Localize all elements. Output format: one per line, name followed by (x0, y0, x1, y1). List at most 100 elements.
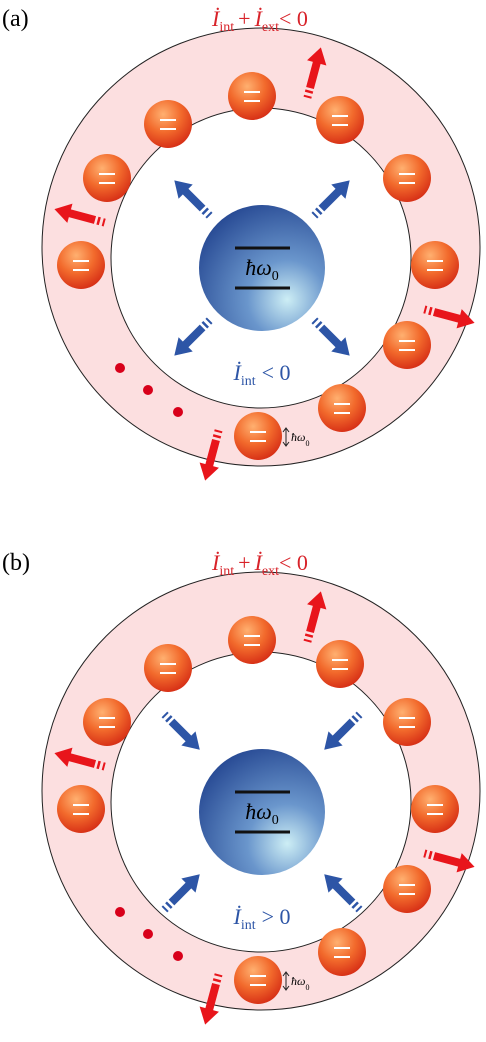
electron (144, 100, 192, 148)
electron-ball (144, 100, 192, 148)
arrow-shaft (168, 718, 193, 743)
central-system (199, 205, 325, 331)
arrow (423, 849, 475, 873)
electron-ball (83, 698, 131, 746)
electron (318, 384, 366, 432)
arrow-head (199, 462, 219, 481)
ring-level: ħω0 (291, 974, 309, 992)
arrow-tail (201, 321, 209, 329)
symbol: İ (254, 550, 264, 575)
center-level: ħω0 (245, 255, 279, 284)
symbol: ħω (245, 255, 272, 280)
symbol: İ (211, 550, 221, 575)
arrow-shaft (168, 881, 193, 906)
electron-ball (234, 956, 282, 1004)
relation: < 0 (279, 550, 308, 575)
arrow-tail (311, 211, 319, 219)
electron (383, 865, 431, 913)
electron-ball (411, 785, 459, 833)
arrow-shaft (66, 208, 97, 224)
arrow-shaft (306, 59, 322, 90)
ellipsis-dot (173, 407, 183, 417)
arrow-tail (351, 901, 359, 909)
arrow-tail (214, 973, 223, 978)
panel-label: (b) (2, 550, 30, 576)
ellipsis-dot (143, 929, 153, 939)
electron (57, 241, 105, 289)
operator: + (238, 6, 250, 31)
ellipsis-dot (173, 951, 183, 961)
arrow-head (174, 337, 193, 356)
ellipsis-dot (143, 385, 153, 395)
ring-level: ħω0 (291, 430, 309, 448)
electron-ball (234, 412, 282, 460)
electron-ball (383, 154, 431, 202)
arrow-head (324, 874, 343, 893)
electron-ball (57, 241, 105, 289)
electron (316, 640, 364, 688)
arrow-head (324, 731, 343, 750)
arrow-tail (304, 633, 314, 638)
subscript: int (219, 20, 234, 35)
arrow-head (181, 731, 200, 750)
symbol: İ (232, 360, 242, 385)
arrow (303, 47, 327, 99)
arrow-shaft (432, 852, 463, 868)
arrow-shaft (181, 324, 206, 349)
arrow-shaft (318, 324, 343, 349)
electron (234, 956, 282, 1004)
electron-ball (383, 698, 431, 746)
subscript: 0 (272, 813, 279, 828)
electron (228, 72, 276, 120)
central-system (199, 749, 325, 875)
arrow-tail (96, 760, 101, 770)
panel-label: (a) (2, 6, 29, 32)
symbol: ħω (245, 799, 272, 824)
arrow-tail (355, 711, 363, 719)
arrow (311, 317, 350, 356)
relation: < 0 (279, 6, 308, 31)
arrow-tail (201, 207, 209, 215)
arrow-shaft (204, 982, 220, 1013)
symbol: İ (254, 6, 264, 31)
arrow-tail (315, 321, 323, 329)
arrow-tail (304, 89, 314, 94)
electron (318, 928, 366, 976)
arrow-head (307, 591, 327, 610)
symbol: ħω (291, 974, 305, 988)
arrow-tail (423, 305, 428, 314)
ellipsis-dot (115, 907, 125, 917)
external-formula: İint + İext< 0 (211, 550, 308, 579)
arrow-shaft (204, 438, 220, 469)
arrow-tail (205, 211, 213, 219)
arrow-shaft (181, 187, 206, 212)
internal-formula: İint < 0 (232, 360, 290, 389)
arrow-tail (161, 905, 169, 913)
electron-ball (83, 154, 131, 202)
arrow-tail (214, 429, 223, 434)
arrow-tail (212, 434, 222, 439)
symbol: ħω (291, 430, 305, 444)
electron-ball (57, 785, 105, 833)
electron-ball (318, 928, 366, 976)
arrow-tail (428, 306, 433, 316)
arrow-shaft (331, 718, 356, 743)
electron (83, 154, 131, 202)
arrow (161, 711, 200, 750)
arrow-shaft (66, 752, 97, 768)
arrow-tail (355, 905, 363, 913)
arrow (174, 317, 213, 356)
arrow (324, 874, 363, 913)
arrow-tail (165, 901, 173, 909)
arrow (311, 180, 350, 219)
symbol: İ (232, 904, 242, 929)
arrow-tail (303, 94, 312, 99)
gap-marker (282, 971, 290, 991)
subscript: 0 (305, 983, 309, 992)
arrow-tail (351, 715, 359, 723)
arrow (303, 591, 327, 643)
electron-ball (228, 72, 276, 120)
electron (411, 785, 459, 833)
arrow (161, 874, 200, 913)
subscript: ext (262, 20, 279, 35)
